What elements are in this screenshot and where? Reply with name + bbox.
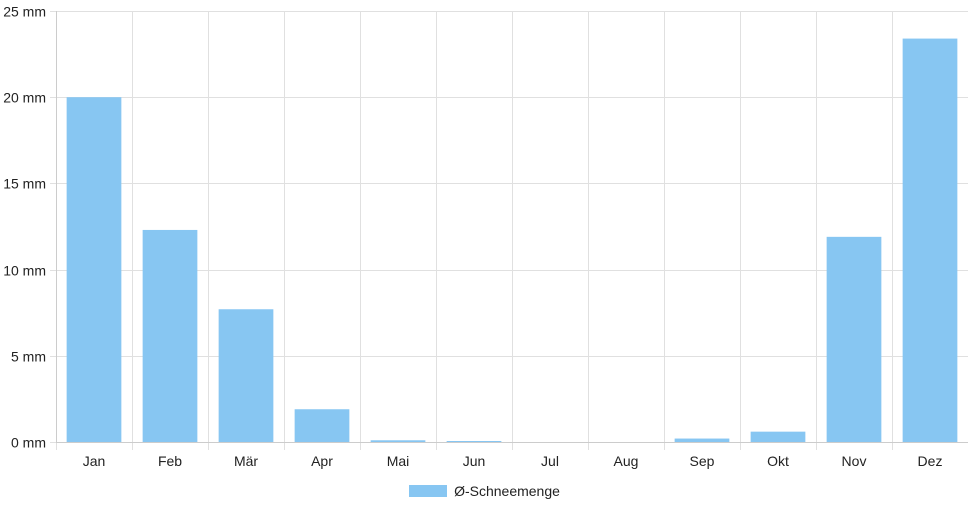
- x-tick-label: Dez: [918, 453, 943, 469]
- bar: [446, 441, 502, 442]
- grid-lines: [50, 11, 968, 450]
- legend-swatch: [408, 484, 449, 498]
- x-tick-label: Jan: [83, 453, 106, 469]
- bar: [294, 409, 350, 442]
- bar: [370, 440, 426, 442]
- x-tick-label: Jul: [541, 453, 559, 469]
- x-tick-label: Mär: [234, 453, 258, 469]
- y-tick-label: 20 mm: [3, 90, 46, 106]
- bars: [66, 38, 958, 443]
- legend-label: Ø-Schneemenge: [454, 483, 560, 499]
- bar: [902, 38, 958, 443]
- bar: [218, 309, 274, 442]
- x-tick-label: Jun: [463, 453, 486, 469]
- bar: [66, 97, 122, 442]
- x-tick-label: Feb: [158, 453, 182, 469]
- x-tick-label: Nov: [842, 453, 867, 469]
- axis-labels: 0 mm 5 mm 10 mm 15 mm 20 mm 25 mm Jan Feb Mär Apr…: [3, 4, 942, 470]
- y-tick-label: 10 mm: [3, 263, 46, 279]
- y-tick-label: 0 mm: [11, 435, 46, 451]
- axes: [56, 11, 968, 443]
- bar: [142, 229, 198, 442]
- y-tick-label: 25 mm: [3, 4, 46, 20]
- legend[interactable]: Ø-Schneemenge: [0, 480, 968, 502]
- bar: [750, 431, 806, 442]
- y-tick-label: 15 mm: [3, 176, 46, 192]
- x-tick-label: Mai: [387, 453, 410, 469]
- bar: [826, 236, 882, 442]
- y-tick-label: 5 mm: [11, 349, 46, 365]
- bar: [674, 438, 730, 442]
- x-tick-label: Aug: [614, 453, 639, 469]
- x-tick-label: Okt: [767, 453, 789, 469]
- x-tick-label: Apr: [311, 453, 333, 469]
- x-tick-label: Sep: [690, 453, 715, 469]
